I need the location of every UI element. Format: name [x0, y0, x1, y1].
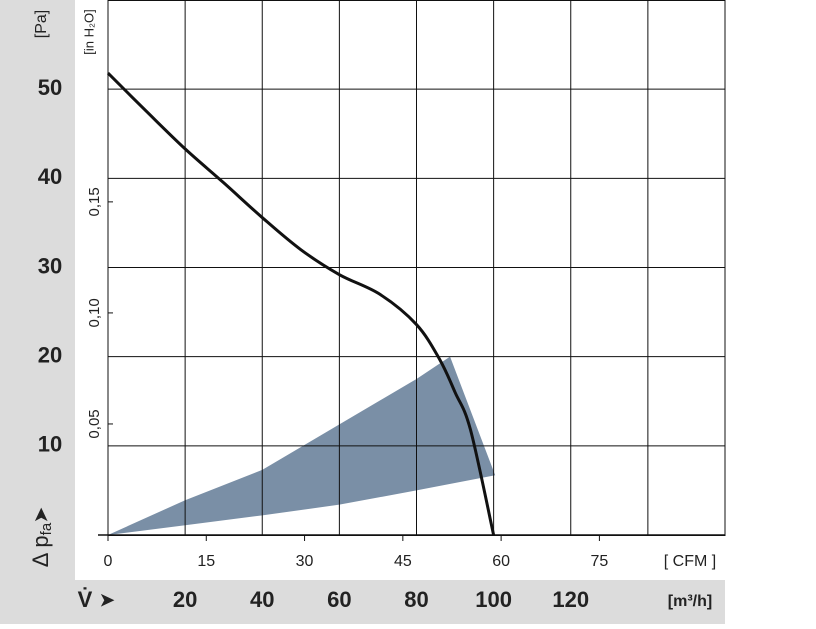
- x-unit: [m³/h]: [668, 593, 712, 610]
- x-tick-label: 120: [552, 587, 589, 612]
- y2-unit: [in H₂O]: [81, 9, 96, 55]
- x-tick-label: 80: [404, 587, 428, 612]
- y-label-main: Δ p: [28, 535, 53, 567]
- y-unit: [Pa]: [33, 10, 50, 38]
- x-tick-label: 20: [173, 587, 197, 612]
- x-label: V̇: [78, 587, 93, 612]
- plot: [98, 0, 726, 541]
- y-label: Δ pfa: [28, 522, 55, 567]
- y-tick-label: 50: [38, 75, 62, 100]
- x2-tick-label: 60: [492, 553, 510, 570]
- fan-curve: [106, 72, 496, 536]
- x-tick-label: 40: [250, 587, 274, 612]
- bottom-band: [0, 580, 725, 624]
- y-label-sub: fa: [38, 522, 55, 535]
- x2-tick-label: 45: [394, 553, 412, 570]
- y2-tick-label: 0,05: [86, 409, 103, 438]
- x2-tick-label: 15: [197, 553, 215, 570]
- operating-area: [108, 356, 496, 535]
- x-tick-label: 60: [327, 587, 351, 612]
- y-tick-label: 40: [38, 164, 62, 189]
- y-tick-label: 10: [38, 432, 62, 457]
- y-tick-label: 30: [38, 253, 62, 278]
- y2-tick-label: 0,15: [86, 187, 103, 216]
- left-band: [0, 0, 75, 624]
- x2-tick-label: 0: [104, 553, 113, 570]
- x2-tick-label: 30: [296, 553, 314, 570]
- y2-tick-label: 0,10: [86, 298, 103, 327]
- x-arrow: ➤: [99, 589, 116, 611]
- y-arrow: ➤: [30, 507, 52, 524]
- y-tick-label: 20: [38, 342, 62, 367]
- x2-tick-label: 75: [591, 553, 609, 570]
- x2-unit: [ CFM ]: [664, 553, 716, 570]
- x-tick-label: 100: [475, 587, 512, 612]
